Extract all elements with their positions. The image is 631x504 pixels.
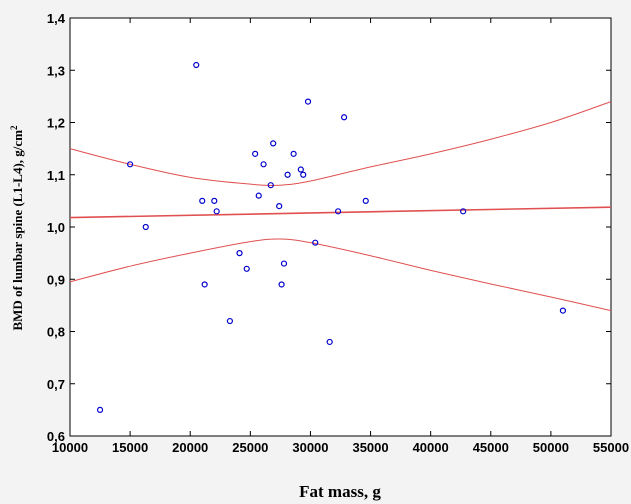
y-tick-label: 0,8 bbox=[47, 325, 65, 340]
x-tick-label: 15000 bbox=[112, 440, 148, 455]
data-points bbox=[96, 61, 567, 413]
data-point bbox=[211, 197, 218, 204]
data-point bbox=[300, 171, 307, 178]
data-point bbox=[312, 239, 319, 246]
x-tick-label: 50000 bbox=[533, 440, 569, 455]
data-point bbox=[96, 406, 104, 413]
y-axis-ticks: 0,6 0,7 0,8 0,9 1,0 1,1 1,2 1,3 1,4 bbox=[47, 11, 611, 444]
x-tick-label: 55000 bbox=[593, 440, 629, 455]
y-tick-label: 1,4 bbox=[47, 11, 66, 26]
data-point bbox=[213, 208, 220, 215]
data-point bbox=[362, 197, 369, 204]
y-tick-label: 1,1 bbox=[47, 168, 65, 183]
data-point bbox=[278, 281, 285, 288]
x-axis-label: Fat mass, g bbox=[299, 482, 381, 501]
data-point bbox=[334, 208, 342, 215]
y-tick-label: 1,3 bbox=[47, 63, 65, 78]
x-tick-label: 30000 bbox=[292, 440, 328, 455]
data-point bbox=[284, 171, 291, 178]
y-tick-label: 1,0 bbox=[47, 220, 65, 235]
data-point bbox=[255, 192, 262, 199]
x-tick-label: 40000 bbox=[413, 440, 449, 455]
data-point bbox=[267, 182, 274, 189]
data-point bbox=[270, 140, 277, 147]
data-point bbox=[226, 317, 233, 325]
data-point bbox=[252, 150, 259, 157]
data-point bbox=[260, 161, 267, 168]
plot-area bbox=[69, 17, 612, 437]
data-point bbox=[326, 338, 333, 346]
data-point bbox=[290, 150, 297, 157]
confidence-band-lower bbox=[69, 238, 612, 312]
y-axis-label-group: BMD of lumbar spine (L1-L4), g/cm2 bbox=[9, 125, 25, 331]
y-tick-label: 1,2 bbox=[47, 116, 65, 131]
data-point bbox=[341, 114, 348, 121]
x-tick-label: 35000 bbox=[352, 440, 388, 455]
data-point bbox=[142, 223, 149, 231]
y-tick-label: 0,6 bbox=[47, 429, 65, 444]
data-point bbox=[199, 197, 206, 204]
data-point bbox=[460, 208, 467, 215]
data-point bbox=[193, 61, 200, 69]
data-point bbox=[201, 281, 208, 288]
data-point bbox=[243, 265, 250, 272]
data-point bbox=[304, 98, 312, 105]
x-tick-label: 25000 bbox=[232, 440, 268, 455]
x-tick-label: 10000 bbox=[52, 440, 88, 455]
y-axis-label-superscript: 2 bbox=[9, 125, 19, 130]
x-tick-label: 20000 bbox=[172, 440, 208, 455]
data-point bbox=[236, 250, 243, 257]
svg-text:BMD of lumbar spine (L1-L4), g: BMD of lumbar spine (L1-L4), g/cm2 bbox=[9, 125, 25, 331]
data-point bbox=[297, 166, 304, 173]
x-axis-ticks: 10000 15000 20000 25000 30000 35000 40000 45000… bbox=[52, 18, 629, 455]
x-tick-label: 45000 bbox=[473, 440, 509, 455]
y-tick-label: 0,7 bbox=[47, 377, 65, 392]
data-point bbox=[127, 161, 134, 168]
data-point bbox=[559, 307, 567, 314]
y-axis-label: BMD of lumbar spine (L1-L4), g/cm bbox=[10, 130, 25, 331]
data-point bbox=[280, 260, 288, 267]
data-point bbox=[276, 203, 283, 210]
y-tick-label: 0,9 bbox=[47, 272, 65, 287]
confidence-band-upper bbox=[69, 101, 612, 186]
